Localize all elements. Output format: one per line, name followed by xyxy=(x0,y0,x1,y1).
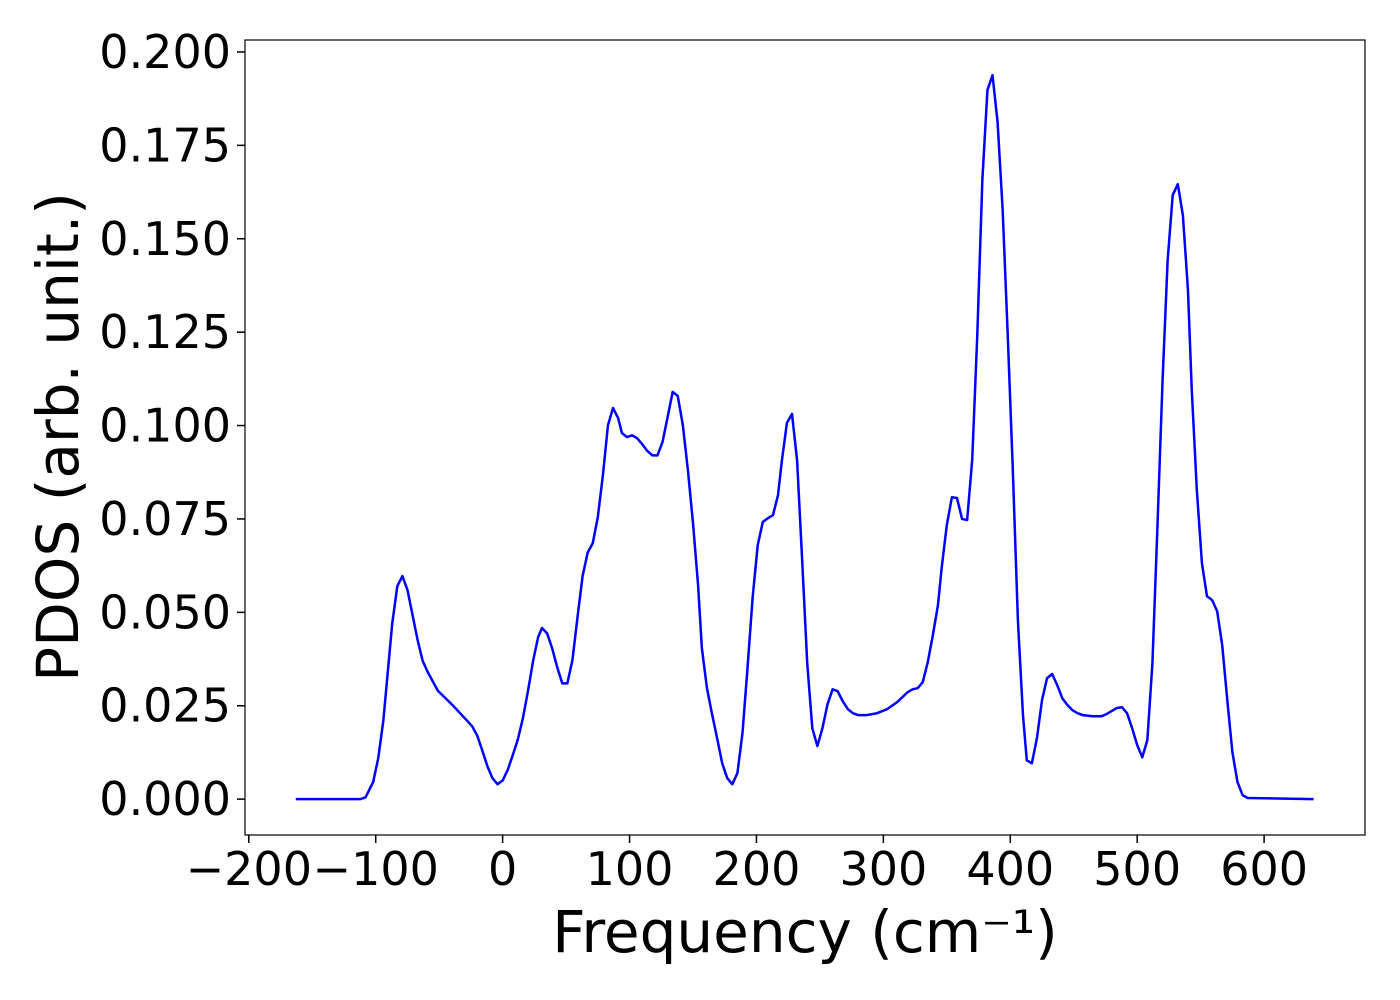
y-tick-label: 0.200 xyxy=(99,25,231,79)
x-tick-label: 500 xyxy=(1093,842,1181,896)
y-tick-label: 0.050 xyxy=(99,585,231,639)
y-tick-label: 0.125 xyxy=(99,305,231,359)
data-line xyxy=(295,73,1314,801)
x-tick-label: 600 xyxy=(1220,842,1308,896)
x-tick-label: 0 xyxy=(488,842,517,896)
y-tick-label: 0.000 xyxy=(99,772,231,826)
x-axis-label: Frequency (cm⁻¹) xyxy=(552,898,1058,966)
y-tick-label: 0.075 xyxy=(99,492,231,546)
x-tick-label: 400 xyxy=(966,842,1054,896)
plot-frame xyxy=(244,39,1366,836)
x-tick-label: 300 xyxy=(839,842,927,896)
y-axis-label: PDOS (arb. unit.) xyxy=(24,192,92,682)
y-tick-label: 0.150 xyxy=(99,212,231,266)
x-tick-label: −100 xyxy=(313,842,439,896)
x-tick-label: 100 xyxy=(586,842,674,896)
y-tick-label: 0.175 xyxy=(99,118,231,172)
x-tick-label: −200 xyxy=(186,842,312,896)
y-tick-label: 0.025 xyxy=(99,679,231,733)
x-tick-label: 200 xyxy=(713,842,801,896)
y-tick-label: 0.100 xyxy=(99,399,231,453)
